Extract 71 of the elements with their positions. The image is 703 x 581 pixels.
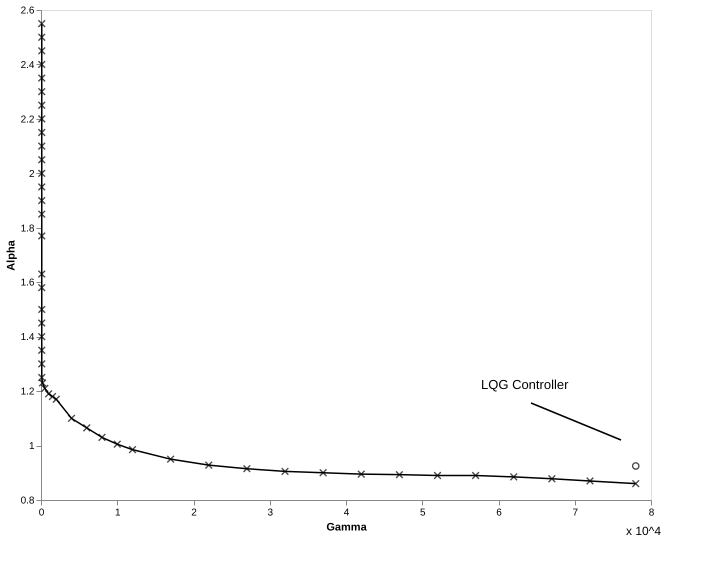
point xyxy=(632,462,640,470)
point xyxy=(472,471,480,480)
point xyxy=(38,360,46,368)
point xyxy=(38,169,46,178)
x-axis-title: Gamma xyxy=(326,522,368,534)
point xyxy=(38,284,46,292)
point xyxy=(38,74,46,82)
point xyxy=(586,476,594,485)
point xyxy=(548,474,556,483)
point xyxy=(166,455,175,464)
annotation: LQG Controller xyxy=(481,377,570,392)
point xyxy=(632,480,640,488)
x-tick-label: 6 xyxy=(496,508,502,518)
point xyxy=(280,467,290,476)
point xyxy=(38,378,47,387)
point xyxy=(38,196,46,205)
point xyxy=(38,346,46,354)
x-tick-label: 0 xyxy=(38,508,45,518)
point xyxy=(433,471,442,480)
x-tick-label: 2 xyxy=(191,508,198,518)
point xyxy=(38,60,46,68)
y-tick-label: 2.4 xyxy=(20,60,35,71)
y-tick-label: 1.6 xyxy=(20,278,35,289)
point xyxy=(38,373,46,382)
point xyxy=(38,46,46,55)
point xyxy=(113,440,122,448)
point xyxy=(38,232,46,240)
y-tick-label: 1.2 xyxy=(20,386,35,398)
point xyxy=(38,20,46,28)
y-axis-title: Alpha xyxy=(6,239,18,271)
x-tick-label: 1 xyxy=(114,508,121,518)
point xyxy=(52,395,60,404)
point xyxy=(38,305,46,314)
point xyxy=(38,319,46,328)
point xyxy=(242,464,251,473)
point xyxy=(38,33,46,42)
point xyxy=(510,472,518,481)
y-tick-label: 1.4 xyxy=(20,332,35,344)
y-tick-label: 2 xyxy=(28,168,35,180)
x-tick-label: 5 xyxy=(420,508,426,518)
y-tick-label: 1 xyxy=(28,441,35,452)
x-tick-label: 3 xyxy=(267,508,274,518)
point xyxy=(395,470,404,479)
point xyxy=(38,332,46,341)
point xyxy=(38,101,46,110)
point xyxy=(40,384,49,392)
y-tick-label: 0.8 xyxy=(20,496,35,506)
point xyxy=(38,210,46,218)
y-tick-label: 2.6 xyxy=(20,6,35,16)
point xyxy=(67,414,76,422)
y-tick-label: 1.8 xyxy=(20,223,35,234)
point xyxy=(44,390,53,398)
x-tick-label: 8 xyxy=(648,508,655,518)
point xyxy=(48,392,56,401)
point xyxy=(38,182,46,191)
point xyxy=(357,470,366,478)
point xyxy=(38,114,46,123)
x-tick-label: 4 xyxy=(344,508,350,518)
text: x 10^4 xyxy=(626,524,662,538)
point xyxy=(82,424,91,432)
point xyxy=(38,88,46,96)
x-tick-label: 7 xyxy=(572,508,578,518)
point xyxy=(38,128,46,137)
point xyxy=(98,433,106,442)
point xyxy=(38,142,46,150)
point xyxy=(319,468,328,477)
point xyxy=(204,461,213,470)
point xyxy=(38,270,46,278)
point xyxy=(128,446,137,454)
point xyxy=(38,156,46,164)
y-tick-label: 2.2 xyxy=(20,114,35,126)
